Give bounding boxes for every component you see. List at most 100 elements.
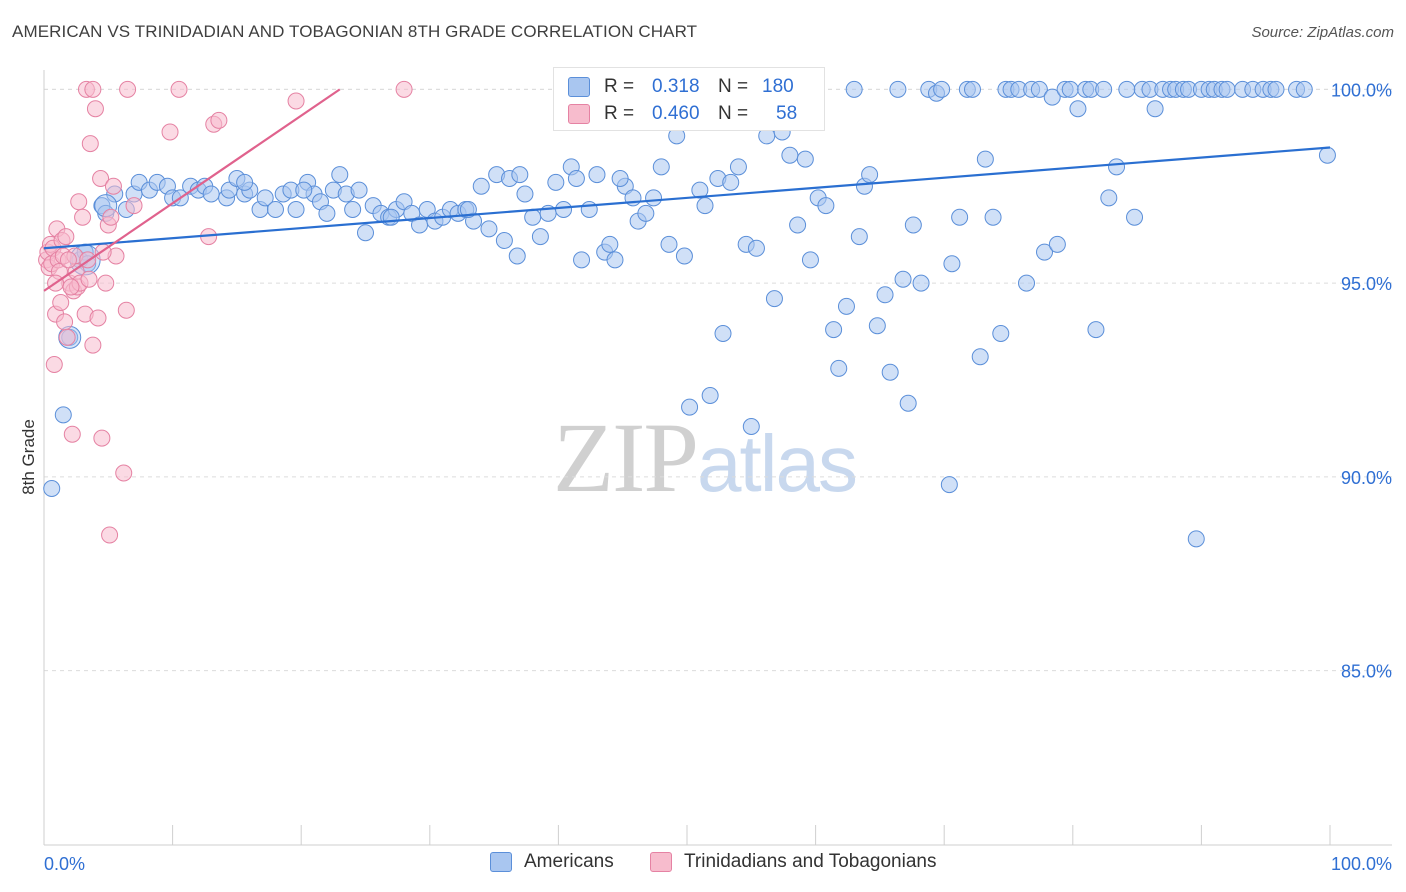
data-point-trinidadian [57, 228, 75, 246]
data-point-american [796, 150, 814, 168]
data-point-american [357, 224, 374, 242]
legend-swatch-pink [568, 104, 590, 124]
data-point-trinidadian [119, 80, 137, 98]
legend-row-americans: R = 0.318 N = 180 [568, 75, 812, 99]
data-point-trinidadian [115, 464, 133, 482]
data-point-american [781, 146, 799, 164]
data-point-trinidadian [84, 336, 102, 354]
correlation-legend: R = 0.318 N = 180 R = 0.460 N = 58 [553, 67, 825, 131]
source-credit: Source: ZipAtlas.com [1251, 24, 1394, 41]
data-point-american [845, 80, 863, 98]
data-point-american [1318, 146, 1336, 164]
data-point-american [202, 185, 220, 203]
data-point-trinidadian [92, 170, 110, 187]
data-point-american [331, 166, 349, 184]
data-point-american [868, 317, 886, 335]
trend-line-trinidadians [43, 88, 341, 292]
data-point-american [1146, 100, 1164, 118]
data-point-american [472, 177, 490, 195]
data-point-american [573, 251, 591, 269]
data-point-american [1218, 80, 1236, 98]
y-tick-label: 95.0% [1341, 274, 1392, 294]
data-point-american [992, 325, 1010, 342]
data-point-american [675, 247, 693, 265]
data-point-trinidadian [45, 356, 63, 373]
data-point-american [1295, 80, 1313, 98]
x-tick-label-min: 0.0% [44, 854, 85, 874]
data-point-american [1069, 100, 1087, 118]
series-legend-trinidadians[interactable]: Trinidadians and Tobagonians [650, 851, 936, 873]
legend-n-value: 58 [776, 103, 798, 124]
data-point-trinidadian [101, 526, 119, 544]
legend-swatch-pink [650, 852, 672, 872]
data-point-american [531, 228, 549, 246]
data-point-american [524, 208, 542, 226]
data-point-american [1087, 321, 1105, 339]
data-point-american [1036, 243, 1054, 261]
legend-row-trinidadians: R = 0.460 N = 58 [568, 102, 812, 126]
data-point-american [1267, 80, 1285, 98]
y-tick-label: 100.0% [1331, 80, 1392, 100]
legend-n-label: N = [718, 76, 749, 97]
legend-r-label: R = [604, 76, 635, 97]
data-point-american [1118, 80, 1136, 98]
data-point-american [1030, 80, 1048, 98]
data-point-trinidadian [170, 80, 188, 98]
data-point-american [295, 181, 313, 199]
data-point-trinidadian [84, 80, 102, 98]
watermark: ZIPatlas [553, 400, 858, 515]
data-point-american [899, 394, 917, 412]
data-point-american [266, 201, 284, 218]
data-point-trinidadian [52, 294, 70, 311]
data-point-american [789, 216, 807, 234]
data-point-american [1187, 530, 1205, 548]
data-point-trinidadian [74, 208, 92, 226]
y-tick-label: 85.0% [1341, 662, 1392, 682]
data-point-american [54, 406, 72, 424]
series-legend-americans[interactable]: Americans [490, 851, 614, 873]
data-point-american [601, 235, 619, 253]
data-point-american [1100, 189, 1118, 207]
series-legend: Americans Trinidadians and Tobagonians [0, 851, 1406, 877]
data-point-american [350, 181, 368, 199]
data-point-american [511, 166, 529, 184]
data-point-american [580, 201, 598, 218]
data-point-american [801, 251, 819, 269]
y-axis-label: 8th Grade [19, 419, 38, 495]
tick-labels: 85.0% 90.0% 95.0% 100.0% 0.0% 100.0% 8th Grade [19, 80, 1392, 874]
data-point-american [1043, 88, 1061, 106]
data-point-american [660, 235, 678, 253]
data-point-american [889, 80, 907, 98]
data-point-trinidadian [102, 208, 120, 226]
legend-swatch-blue [490, 852, 512, 872]
legend-r-label: R = [604, 103, 635, 124]
trend-line-americans [43, 146, 1331, 250]
data-point-american [729, 158, 747, 176]
data-point-american [1108, 158, 1126, 176]
data-point-american [344, 201, 362, 218]
data-point-american [1048, 235, 1066, 253]
data-point-trinidadian [86, 100, 104, 118]
data-point-trinidadian [161, 123, 179, 141]
y-tick-label: 90.0% [1341, 468, 1392, 488]
data-point-trinidadian [89, 309, 107, 327]
data-point-american [830, 359, 848, 377]
data-point-american [976, 150, 994, 168]
data-point-american [894, 270, 912, 288]
legend-n-label: N = [718, 103, 749, 124]
data-point-american [606, 251, 624, 269]
watermark-atlas: atlas [697, 419, 858, 508]
axes [43, 70, 1392, 846]
data-point-trinidadian [80, 270, 98, 288]
series-legend-label: Americans [524, 851, 614, 872]
data-point-american [714, 325, 732, 342]
data-point-american [287, 201, 305, 218]
data-point-american [747, 239, 765, 257]
data-point-american [1018, 274, 1036, 292]
data-point-american [722, 173, 740, 191]
watermark-zip: ZIP [553, 402, 699, 513]
data-point-american [645, 189, 663, 207]
data-point-trinidadian [395, 80, 413, 98]
data-point-american [691, 181, 709, 199]
